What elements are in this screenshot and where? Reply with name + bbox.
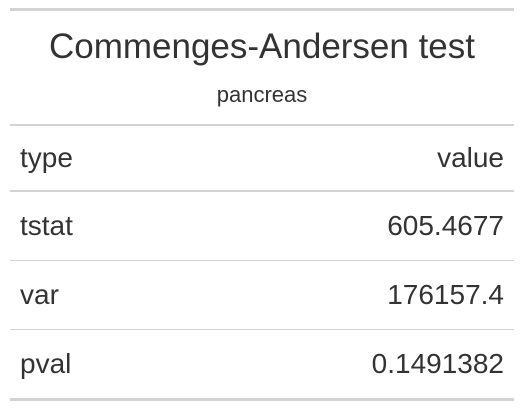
top-rule [10,8,514,11]
header-rule [10,190,514,192]
row-divider [10,329,514,330]
results-table: Commenges-Andersen test pancreas type va… [10,8,514,401]
table-row: tstat 605.4677 [10,192,514,260]
column-header-value: value [437,142,504,173]
bottom-rule [10,398,514,401]
column-header-row: type value [10,126,514,190]
column-header-type: type [20,142,73,173]
table-title: Commenges-Andersen test [48,27,476,66]
table-subtitle: pancreas [216,82,308,107]
table-row: pval 0.1491382 [10,330,514,398]
row-value-cell: 176157.4 [387,279,504,310]
row-type-cell: tstat [20,210,73,241]
row-type-cell: pval [20,348,72,379]
row-value-cell: 0.1491382 [371,348,504,379]
heading-rule [10,124,514,126]
table-row: var 176157.4 [10,261,514,329]
row-divider [10,260,514,261]
row-value-cell: 605.4677 [387,210,504,241]
row-type-cell: var [20,279,59,310]
